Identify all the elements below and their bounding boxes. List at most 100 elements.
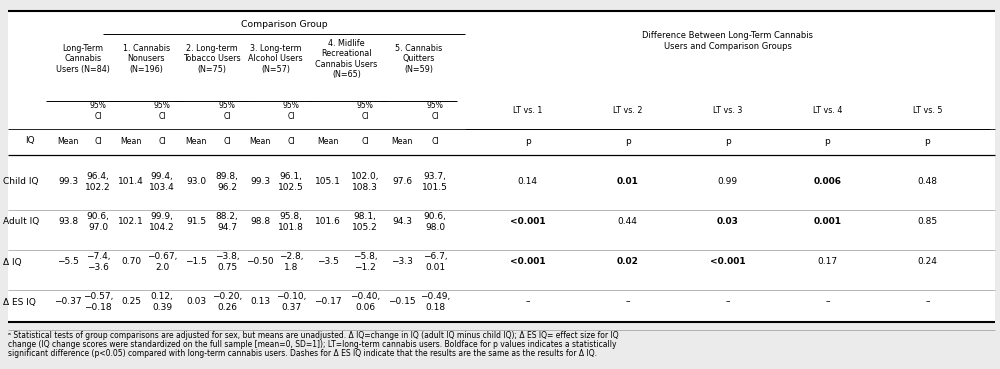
Text: <0.001: <0.001: [510, 258, 545, 266]
Text: p: p: [525, 137, 530, 145]
Text: 90.6,
97.0: 90.6, 97.0: [87, 212, 109, 232]
Text: p: p: [925, 137, 930, 145]
Text: −0.20,
0.26: −0.20, 0.26: [212, 292, 242, 312]
Text: CI: CI: [287, 137, 295, 145]
Text: 4. Midlife
Recreational
Cannabis Users
(N=65): 4. Midlife Recreational Cannabis Users (…: [315, 39, 378, 79]
Text: 98.1,
105.2: 98.1, 105.2: [352, 212, 378, 232]
Text: −7.4,
−3.6: −7.4, −3.6: [86, 252, 110, 272]
Text: −0.37: −0.37: [54, 297, 82, 307]
Text: Adult IQ: Adult IQ: [3, 217, 39, 227]
Text: 95.8,
101.8: 95.8, 101.8: [278, 212, 304, 232]
Text: 96.4,
102.2: 96.4, 102.2: [85, 172, 111, 192]
Text: 88.2,
94.7: 88.2, 94.7: [216, 212, 238, 232]
Text: Difference Between Long-Term Cannabis
Users and Comparison Groups: Difference Between Long-Term Cannabis Us…: [642, 31, 813, 51]
Text: change (IQ change scores were standardized on the full sample [mean=0, SD=1]); L: change (IQ change scores were standardiz…: [8, 340, 616, 349]
Text: Mean: Mean: [120, 137, 142, 145]
Text: −1.5: −1.5: [185, 258, 207, 266]
Text: −3.5: −3.5: [317, 258, 339, 266]
Text: 0.70: 0.70: [121, 258, 141, 266]
Text: 0.03: 0.03: [717, 217, 738, 227]
Text: 3. Long-term
Alcohol Users
(N=57): 3. Long-term Alcohol Users (N=57): [248, 44, 303, 74]
Text: 99.4,
103.4: 99.4, 103.4: [149, 172, 175, 192]
Text: Mean: Mean: [57, 137, 79, 145]
Text: 0.02: 0.02: [617, 258, 638, 266]
Text: 0.13: 0.13: [250, 297, 270, 307]
Text: <0.001: <0.001: [510, 217, 545, 227]
Text: CI: CI: [223, 137, 231, 145]
Text: ᵃ Statistical tests of group comparisons are adjusted for sex, but means are una: ᵃ Statistical tests of group comparisons…: [8, 331, 619, 340]
Text: −3.3: −3.3: [391, 258, 413, 266]
Text: −0.50: −0.50: [246, 258, 274, 266]
Text: LT vs. 3: LT vs. 3: [713, 107, 742, 115]
Text: Child IQ: Child IQ: [3, 177, 38, 186]
Text: 0.03: 0.03: [186, 297, 206, 307]
Text: 95%
CI: 95% CI: [357, 101, 373, 121]
Text: Mean: Mean: [391, 137, 413, 145]
Text: 101.6: 101.6: [315, 217, 341, 227]
Text: p: p: [725, 137, 730, 145]
Text: –: –: [625, 297, 630, 307]
Text: 95%
CI: 95% CI: [427, 101, 443, 121]
Text: −0.40,
0.06: −0.40, 0.06: [350, 292, 380, 312]
Text: −5.5: −5.5: [57, 258, 79, 266]
Text: 93.8: 93.8: [58, 217, 78, 227]
Text: 101.4: 101.4: [118, 177, 144, 186]
Text: −0.15: −0.15: [388, 297, 416, 307]
Text: 90.6,
98.0: 90.6, 98.0: [424, 212, 446, 232]
Text: 0.12,
0.39: 0.12, 0.39: [151, 292, 173, 312]
Text: 99.9,
104.2: 99.9, 104.2: [149, 212, 175, 232]
Text: 2. Long-term
Tobacco Users
(N=75): 2. Long-term Tobacco Users (N=75): [183, 44, 240, 74]
Text: 0.99: 0.99: [717, 177, 738, 186]
Text: Δ IQ: Δ IQ: [3, 258, 22, 266]
Text: LT vs. 4: LT vs. 4: [813, 107, 842, 115]
Text: 99.3: 99.3: [58, 177, 78, 186]
Text: 0.25: 0.25: [121, 297, 141, 307]
Text: LT vs. 2: LT vs. 2: [613, 107, 642, 115]
Text: 0.44: 0.44: [618, 217, 637, 227]
Text: –: –: [925, 297, 930, 307]
Text: −0.17: −0.17: [314, 297, 342, 307]
Text: LT vs. 1: LT vs. 1: [513, 107, 542, 115]
Text: 93.0: 93.0: [186, 177, 206, 186]
FancyBboxPatch shape: [8, 11, 995, 322]
Text: 0.01: 0.01: [617, 177, 638, 186]
Text: −0.49,
0.18: −0.49, 0.18: [420, 292, 450, 312]
Text: Mean: Mean: [249, 137, 271, 145]
Text: Comparison Group: Comparison Group: [241, 21, 327, 30]
Text: −0.67,
2.0: −0.67, 2.0: [147, 252, 177, 272]
Text: Mean: Mean: [317, 137, 339, 145]
Text: IQ: IQ: [25, 137, 35, 145]
Text: p: p: [825, 137, 830, 145]
Text: 105.1: 105.1: [315, 177, 341, 186]
Text: 95%
CI: 95% CI: [90, 101, 106, 121]
Text: 95%
CI: 95% CI: [219, 101, 235, 121]
Text: 1. Cannabis
Nonusers
(N=196): 1. Cannabis Nonusers (N=196): [123, 44, 170, 74]
Text: −0.57,
−0.18: −0.57, −0.18: [83, 292, 113, 312]
Text: 102.0,
108.3: 102.0, 108.3: [351, 172, 379, 192]
Text: 95%
CI: 95% CI: [283, 101, 299, 121]
Text: 97.6: 97.6: [392, 177, 412, 186]
Text: 5. Cannabis
Quitters
(N=59): 5. Cannabis Quitters (N=59): [395, 44, 442, 74]
Text: CI: CI: [431, 137, 439, 145]
Text: 0.14: 0.14: [518, 177, 538, 186]
Text: −6.7,
0.01: −6.7, 0.01: [423, 252, 447, 272]
Text: 0.001: 0.001: [813, 217, 841, 227]
Text: 0.17: 0.17: [817, 258, 838, 266]
Text: 0.24: 0.24: [918, 258, 937, 266]
Text: 102.1: 102.1: [118, 217, 144, 227]
Text: 95%
CI: 95% CI: [154, 101, 170, 121]
Text: −3.8,
0.75: −3.8, 0.75: [215, 252, 239, 272]
Text: 99.3: 99.3: [250, 177, 270, 186]
Text: –: –: [525, 297, 530, 307]
Text: –: –: [825, 297, 830, 307]
Text: <0.001: <0.001: [710, 258, 745, 266]
Text: 0.006: 0.006: [813, 177, 841, 186]
Text: 0.85: 0.85: [917, 217, 938, 227]
Text: 93.7,
101.5: 93.7, 101.5: [422, 172, 448, 192]
Text: p: p: [625, 137, 630, 145]
Text: significant difference (p<0.05) compared with long-term cannabis users. Dashes f: significant difference (p<0.05) compared…: [8, 349, 597, 358]
Text: CI: CI: [361, 137, 369, 145]
Text: 96.1,
102.5: 96.1, 102.5: [278, 172, 304, 192]
Text: 0.48: 0.48: [917, 177, 937, 186]
Text: 98.8: 98.8: [250, 217, 270, 227]
